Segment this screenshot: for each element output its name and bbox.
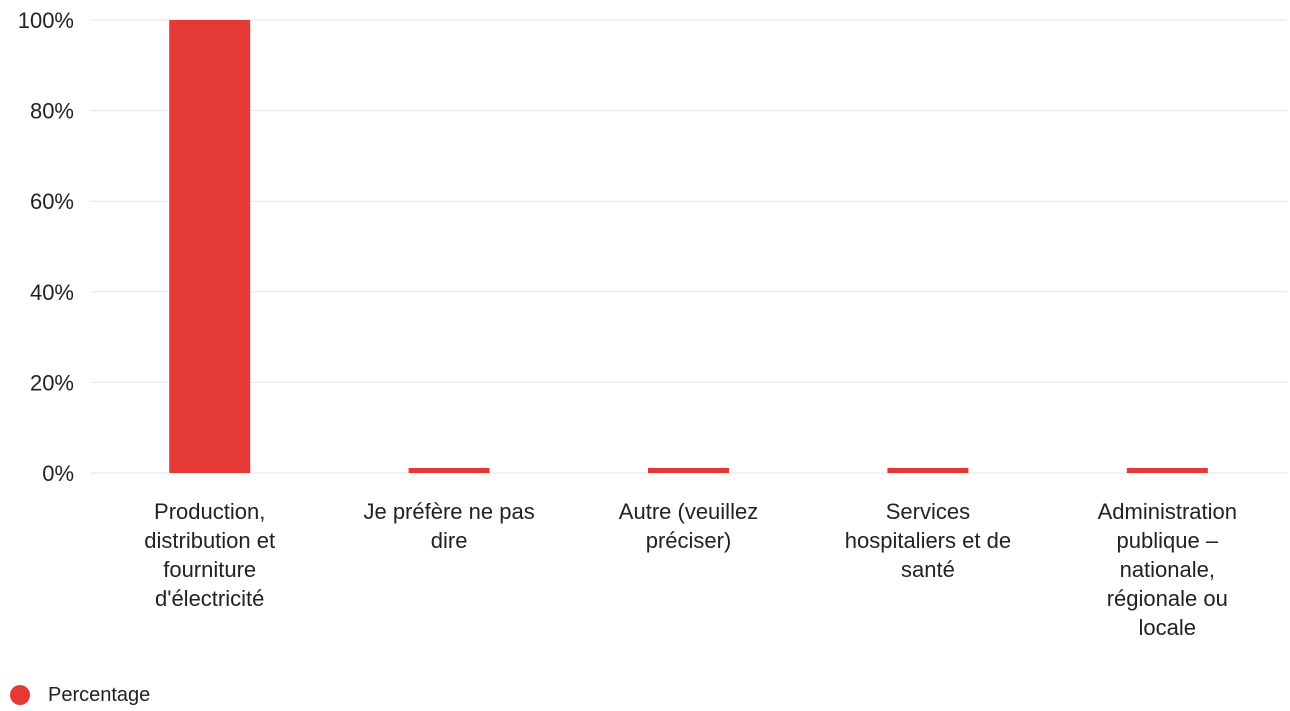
y-tick-label: 40%	[30, 280, 74, 305]
y-tick-label: 60%	[30, 189, 74, 214]
legend-label: Percentage	[48, 683, 151, 706]
y-tick-label: 100%	[18, 8, 74, 33]
y-tick-label: 80%	[30, 99, 74, 124]
x-tick-label: Services hospitaliers et de santé	[845, 499, 1011, 582]
bar[interactable]	[408, 468, 490, 473]
bar[interactable]	[887, 468, 969, 473]
x-tick-label: Je préfère ne pas dire	[363, 499, 534, 553]
x-tick-label: Administration publique – nationale, région…	[1098, 499, 1237, 640]
y-tick-label: 0%	[42, 461, 74, 486]
bar[interactable]	[648, 468, 729, 473]
x-tick-label: Production, distribution et fourniture d'él…	[144, 499, 275, 611]
legend: Percentage	[10, 683, 150, 707]
y-tick-label: 20%	[30, 370, 74, 395]
bar[interactable]	[169, 20, 251, 473]
x-tick-label: Autre (veuillez préciser)	[619, 499, 758, 553]
legend-swatch	[10, 685, 30, 705]
bar[interactable]	[1126, 468, 1208, 473]
